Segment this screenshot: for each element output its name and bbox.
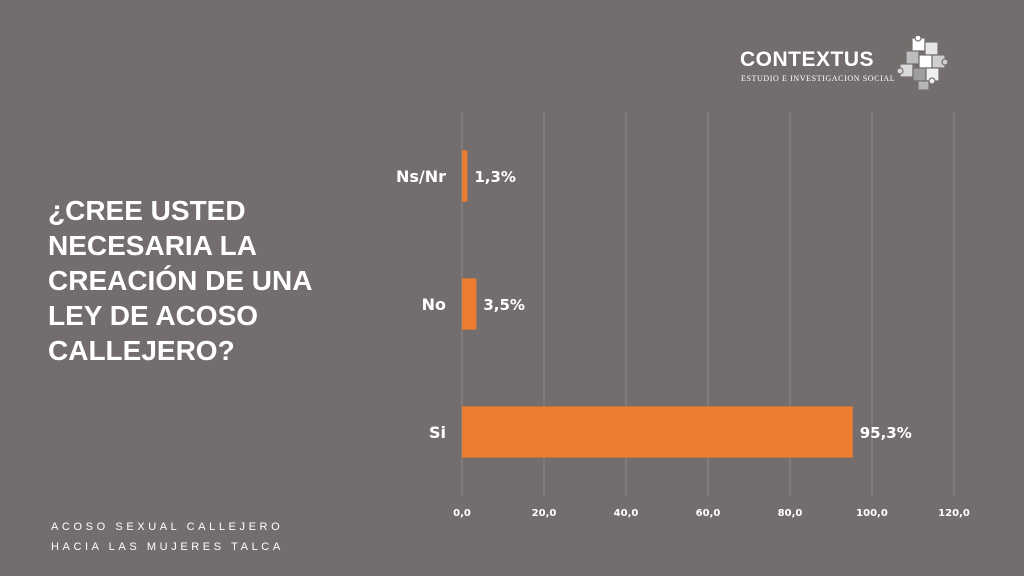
bar-no xyxy=(462,278,477,330)
x-tick-label: 120,0 xyxy=(938,508,970,519)
x-tick-label: 100,0 xyxy=(856,508,888,519)
puzzle-icon xyxy=(896,36,949,91)
data-label: 3,5% xyxy=(483,296,525,314)
chart-data-labels: 1,3% 3,5% 95,3% xyxy=(474,168,911,442)
category-label: No xyxy=(422,295,446,314)
bar-ns-nr xyxy=(462,150,468,202)
bar-si xyxy=(462,406,853,458)
category-label: Ns/Nr xyxy=(396,167,446,186)
data-label: 1,3% xyxy=(474,168,516,186)
question-title: ¿CREE USTED NECESARIA LA CREACIÓN DE UNA… xyxy=(48,195,312,366)
chart-category-labels: Ns/Nr No Si xyxy=(396,167,446,442)
x-tick-label: 20,0 xyxy=(532,508,557,519)
chart-x-axis-ticks: 0,0 20,0 40,0 60,0 80,0 100,0 120,0 xyxy=(453,508,970,519)
x-tick-label: 60,0 xyxy=(696,508,721,519)
footer-caption: ACOSO SEXUAL CALLEJERO HACIA LAS MUJERES… xyxy=(51,517,284,557)
data-label: 95,3% xyxy=(860,424,912,442)
brand-logo: CONTEXTUS ESTUDIO E INVESTIGACION SOCIAL xyxy=(740,36,960,96)
footer-line-1: ACOSO SEXUAL CALLEJERO xyxy=(51,521,284,533)
chart-bars xyxy=(462,150,853,458)
x-tick-label: 40,0 xyxy=(614,508,639,519)
x-tick-label: 80,0 xyxy=(778,508,803,519)
footer-line-2: HACIA LAS MUJERES TALCA xyxy=(51,541,284,553)
x-tick-label: 0,0 xyxy=(453,508,471,519)
brand-tagline: ESTUDIO E INVESTIGACION SOCIAL xyxy=(741,74,896,83)
brand-name: CONTEXTUS xyxy=(740,48,875,71)
category-label: Si xyxy=(429,423,446,442)
